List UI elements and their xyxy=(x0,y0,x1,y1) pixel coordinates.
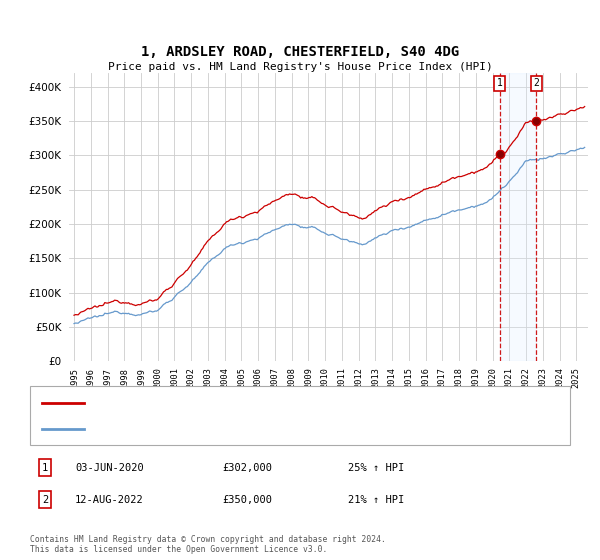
Text: 1, ARDSLEY ROAD, CHESTERFIELD, S40 4DG (detached house): 1, ARDSLEY ROAD, CHESTERFIELD, S40 4DG (… xyxy=(90,398,420,408)
Text: Contains HM Land Registry data © Crown copyright and database right 2024.
This d: Contains HM Land Registry data © Crown c… xyxy=(30,535,386,554)
Text: 1, ARDSLEY ROAD, CHESTERFIELD, S40 4DG: 1, ARDSLEY ROAD, CHESTERFIELD, S40 4DG xyxy=(141,45,459,59)
Text: 12-AUG-2022: 12-AUG-2022 xyxy=(75,494,144,505)
Text: 1: 1 xyxy=(42,463,48,473)
Text: 21% ↑ HPI: 21% ↑ HPI xyxy=(348,494,404,505)
Text: 1: 1 xyxy=(497,78,503,88)
Text: HPI: Average price, detached house, Chesterfield: HPI: Average price, detached house, Ches… xyxy=(90,424,378,434)
Bar xyxy=(500,73,536,361)
Text: 2: 2 xyxy=(42,494,48,505)
Text: £350,000: £350,000 xyxy=(222,494,272,505)
Text: 2: 2 xyxy=(533,78,539,88)
Text: £302,000: £302,000 xyxy=(222,463,272,473)
Text: 03-JUN-2020: 03-JUN-2020 xyxy=(75,463,144,473)
Text: 25% ↑ HPI: 25% ↑ HPI xyxy=(348,463,404,473)
Text: Price paid vs. HM Land Registry's House Price Index (HPI): Price paid vs. HM Land Registry's House … xyxy=(107,62,493,72)
